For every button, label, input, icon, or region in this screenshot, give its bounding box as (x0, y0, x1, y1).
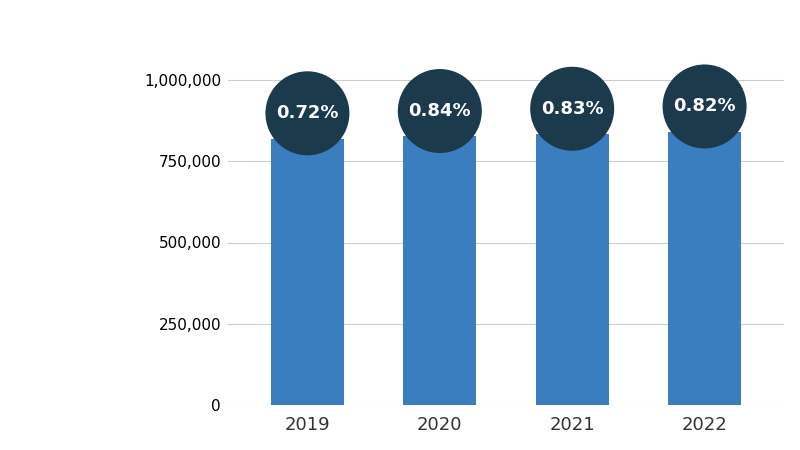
Text: Alabama: Alabama (22, 154, 198, 188)
Bar (668, 132, 741, 405)
Ellipse shape (530, 67, 614, 151)
Bar (403, 136, 476, 405)
Ellipse shape (662, 64, 746, 148)
Text: 0.72%: 0.72% (276, 104, 338, 122)
Text: 0.84%: 0.84% (409, 102, 471, 120)
Ellipse shape (266, 71, 350, 155)
Ellipse shape (398, 69, 482, 153)
Bar (271, 139, 344, 405)
Text: 0.83%: 0.83% (541, 100, 603, 118)
Text: 0.82%: 0.82% (674, 98, 736, 116)
Bar (536, 134, 609, 405)
Text: Birmingham,: Birmingham, (22, 82, 282, 116)
